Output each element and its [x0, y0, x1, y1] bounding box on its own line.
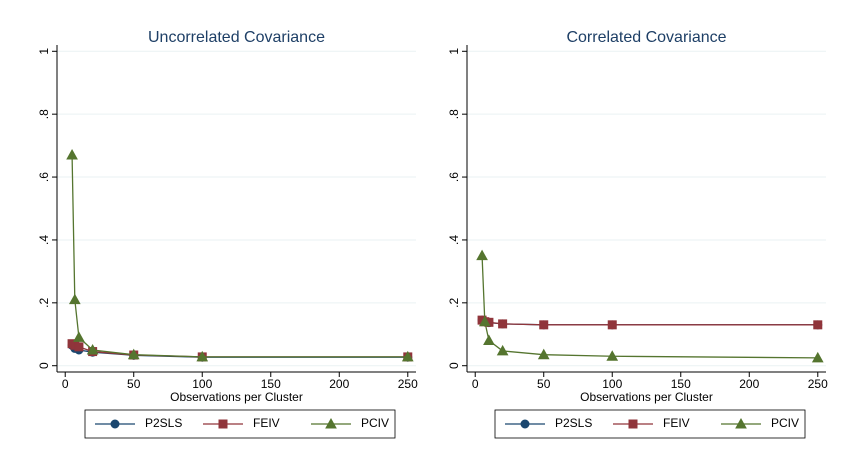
series-line — [481, 255, 818, 359]
y-tick-label: .2 — [447, 298, 461, 308]
legend-label: FEIV — [663, 416, 690, 430]
marker — [127, 348, 140, 360]
marker — [66, 149, 78, 160]
marker — [483, 334, 495, 346]
chart-title: Correlated Covariance — [566, 29, 726, 46]
marker — [68, 293, 81, 305]
series-line — [71, 344, 408, 358]
marker — [498, 319, 508, 329]
marker — [607, 320, 617, 330]
x-tick-label: 100 — [602, 377, 622, 391]
y-tick-label: .2 — [37, 298, 51, 308]
x-tick-label: 250 — [398, 377, 418, 391]
marker — [476, 249, 488, 261]
series-line — [481, 319, 818, 326]
legend-marker — [735, 417, 747, 429]
legend-marker — [110, 419, 120, 429]
legend-marker — [520, 419, 530, 429]
x-tick-label: 50 — [537, 377, 551, 391]
marker — [73, 331, 85, 342]
y-tick-label: 1 — [447, 48, 461, 55]
y-tick-label: .6 — [37, 172, 51, 182]
x-tick-label: 0 — [472, 377, 479, 391]
legend-label: P2SLS — [555, 416, 592, 430]
marker — [478, 315, 491, 327]
marker — [74, 342, 84, 352]
x-tick-label: 50 — [127, 377, 141, 391]
marker — [813, 320, 823, 330]
legend-label: P2SLS — [145, 416, 182, 430]
x-tick-label: 200 — [739, 377, 759, 391]
legend-marker — [325, 417, 337, 429]
y-tick-label: .4 — [37, 235, 51, 245]
x-tick-label: 0 — [62, 377, 69, 391]
legend-marker — [628, 419, 638, 429]
marker — [606, 350, 619, 361]
x-tick-label: 150 — [261, 377, 281, 391]
marker — [537, 348, 550, 360]
legend-label: PCIV — [771, 416, 799, 430]
legend-label: FEIV — [253, 416, 280, 430]
marker — [811, 351, 824, 363]
y-tick-label: .4 — [447, 235, 461, 245]
y-tick-label: .8 — [447, 109, 461, 119]
x-tick-label: 200 — [329, 377, 349, 391]
y-tick-label: 0 — [37, 362, 51, 369]
y-tick-label: .8 — [37, 109, 51, 119]
chart-title: Uncorrelated Covariance — [148, 29, 325, 46]
series-line — [71, 155, 408, 358]
x-tick-label: 150 — [671, 377, 691, 391]
legend-label: PCIV — [361, 416, 389, 430]
legend-marker — [218, 419, 228, 429]
marker — [539, 320, 549, 330]
marker — [86, 343, 99, 355]
marker — [496, 344, 509, 356]
y-tick-label: 0 — [447, 362, 461, 369]
marker — [196, 350, 209, 362]
x-tick-label: 250 — [808, 377, 828, 391]
x-axis-title: Observations per Cluster — [580, 390, 713, 404]
y-tick-label: .6 — [447, 172, 461, 182]
x-tick-label: 100 — [192, 377, 212, 391]
y-tick-label: 1 — [37, 48, 51, 55]
marker — [401, 350, 414, 362]
x-axis-title: Observations per Cluster — [170, 390, 303, 404]
